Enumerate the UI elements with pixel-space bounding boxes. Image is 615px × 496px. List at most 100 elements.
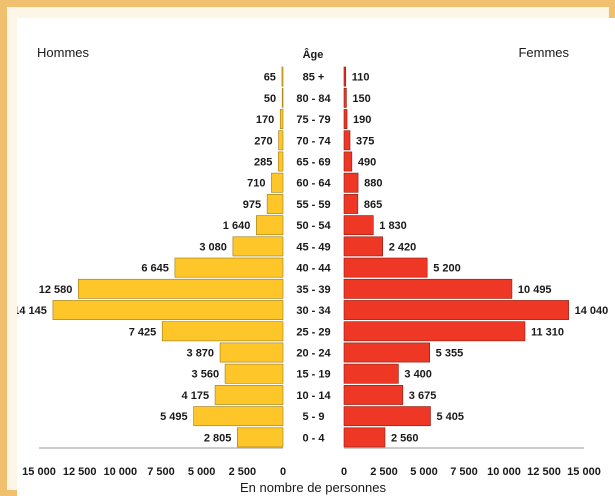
value-label-femmes-0-4: 2 560: [391, 432, 419, 444]
age-label-25-29: 25 - 29: [296, 326, 330, 338]
bar-hommes-5-9: [193, 406, 284, 427]
bar-femmes-60-64: [343, 172, 359, 193]
value-label-hommes-35-39: 12 580: [39, 284, 73, 296]
population-pyramid-chart: Hommes Femmes Âge En nombre de personnes…: [17, 45, 609, 495]
x-tick-right-10000: 10 000: [487, 466, 521, 478]
value-label-hommes-45-49: 3 080: [199, 241, 227, 253]
value-label-femmes-70-74: 375: [356, 135, 374, 147]
x-tick-left-15000: 15 000: [22, 466, 56, 478]
age-label-20-24: 20 - 24: [296, 348, 331, 360]
value-label-femmes-35-39: 10 495: [518, 284, 552, 296]
value-label-hommes-10-14: 4 175: [182, 390, 210, 402]
age-label-45-49: 45 - 49: [296, 241, 330, 253]
value-label-hommes-30-34: 14 145: [17, 305, 47, 317]
x-tick-left-0: 0: [280, 466, 286, 478]
value-label-femmes-50-54: 1 830: [379, 220, 407, 232]
bar-hommes-35-39: [78, 278, 284, 299]
bar-femmes-25-29: [343, 321, 526, 342]
bar-hommes-10-14: [214, 385, 284, 405]
bar-femmes-30-34: [343, 300, 569, 320]
bar-hommes-85-plus: [281, 66, 284, 87]
value-label-femmes-10-14: 3 675: [409, 390, 437, 402]
age-label-50-54: 50 - 54: [296, 220, 331, 232]
age-label-75-79: 75 - 79: [296, 114, 330, 126]
bar-femmes-70-74: [343, 130, 351, 151]
x-tick-left-7500: 7 500: [147, 466, 175, 478]
value-label-hommes-70-74: 270: [254, 135, 272, 147]
age-column-header: Âge: [303, 48, 324, 61]
plot-area: Hommes Femmes Âge En nombre de personnes…: [17, 18, 615, 496]
bar-hommes-45-49: [232, 236, 284, 257]
value-label-femmes-15-19: 3 400: [404, 369, 432, 381]
bar-hommes-40-44: [174, 257, 284, 278]
age-label-30-34: 30 - 34: [296, 305, 331, 317]
value-label-femmes-60-64: 880: [364, 178, 382, 190]
value-label-hommes-20-24: 3 870: [187, 348, 215, 360]
x-tick-right-15000: 15 000: [567, 466, 601, 478]
bar-femmes-0-4: [343, 427, 386, 448]
age-label-60-64: 60 - 64: [296, 178, 331, 190]
age-label-40-44: 40 - 44: [296, 263, 331, 275]
value-label-femmes-65-69: 490: [358, 157, 376, 169]
value-label-femmes-20-24: 5 355: [436, 348, 464, 360]
value-label-hommes-15-19: 3 560: [192, 369, 220, 381]
bar-hommes-70-74: [278, 130, 284, 151]
bar-femmes-50-54: [343, 215, 374, 236]
x-tick-right-12500: 12 500: [527, 466, 561, 478]
right-side-label: Femmes: [518, 45, 569, 60]
value-label-hommes-50-54: 1 640: [223, 220, 251, 232]
bar-femmes-45-49: [343, 236, 384, 257]
x-tick-left-10000: 10 000: [104, 466, 138, 478]
age-label-15-19: 15 - 19: [296, 369, 330, 381]
value-label-hommes-40-44: 6 645: [141, 263, 169, 275]
value-label-hommes-75-79: 170: [256, 114, 274, 126]
bar-hommes-50-54: [256, 215, 284, 236]
bar-femmes-40-44: [343, 257, 428, 278]
value-label-femmes-30-34: 14 040: [575, 305, 609, 317]
bar-femmes-80-84: [343, 87, 347, 108]
bar-femmes-15-19: [343, 363, 399, 384]
value-label-femmes-25-29: 11 310: [531, 326, 564, 338]
x-tick-left-12500: 12 500: [63, 466, 97, 478]
value-label-hommes-0-4: 2 805: [204, 432, 232, 444]
bar-femmes-35-39: [343, 278, 513, 299]
value-label-hommes-25-29: 7 425: [129, 326, 157, 338]
bar-hommes-65-69: [278, 151, 284, 172]
x-tick-right-0: 0: [341, 466, 347, 478]
x-tick-right-2500: 2 500: [370, 466, 398, 478]
x-tick-left-2500: 2 500: [229, 466, 257, 478]
value-label-hommes-85-plus: 65: [264, 72, 276, 84]
age-label-80-84: 80 - 84: [296, 93, 331, 105]
value-label-femmes-40-44: 5 200: [433, 263, 461, 275]
value-label-hommes-80-84: 50: [264, 93, 276, 105]
age-label-0-4: 0 - 4: [302, 432, 325, 444]
bar-hommes-55-59: [266, 194, 284, 214]
x-axis-caption: En nombre de personnes: [240, 480, 386, 495]
value-label-femmes-75-79: 190: [353, 114, 371, 126]
age-label-10-14: 10 - 14: [296, 390, 331, 402]
bar-hommes-0-4: [237, 427, 284, 448]
value-label-femmes-5-9: 5 405: [436, 411, 464, 423]
value-label-hommes-55-59: 975: [243, 199, 261, 211]
age-label-5-9: 5 - 9: [302, 411, 324, 423]
value-label-hommes-65-69: 285: [254, 157, 272, 169]
bar-hommes-60-64: [271, 172, 284, 193]
x-tick-right-5000: 5 000: [410, 466, 438, 478]
x-tick-right-7500: 7 500: [450, 466, 478, 478]
age-label-65-69: 65 - 69: [296, 157, 330, 169]
age-label-55-59: 55 - 59: [296, 199, 330, 211]
axes-group: 0 0 2 500 2 500 5 000 5 000 7 500 7 500 10 000 10…: [22, 447, 601, 478]
bar-femmes-20-24: [343, 342, 430, 363]
bar-hommes-25-29: [161, 321, 284, 342]
bar-hommes-75-79: [279, 109, 284, 129]
value-label-hommes-60-64: 710: [247, 178, 265, 190]
value-label-hommes-5-9: 5 495: [160, 411, 188, 423]
value-label-femmes-55-59: 865: [364, 199, 382, 211]
age-label-85-plus: 85 +: [303, 72, 325, 84]
age-label-35-39: 35 - 39: [296, 284, 330, 296]
value-label-femmes-80-84: 150: [352, 93, 370, 105]
bar-hommes-20-24: [219, 342, 284, 363]
value-label-femmes-85-plus: 110: [352, 72, 370, 84]
value-label-femmes-45-49: 2 420: [389, 241, 417, 253]
bar-hommes-80-84: [281, 87, 284, 108]
